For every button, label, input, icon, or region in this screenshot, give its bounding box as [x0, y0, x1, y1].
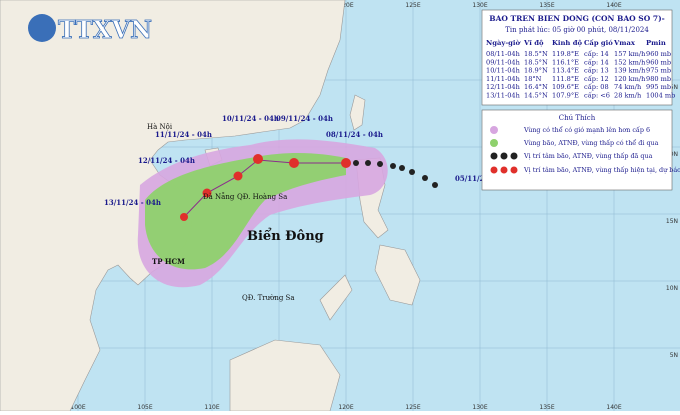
- lon-label: 135E: [539, 404, 554, 411]
- table-cell: 111.8°E: [552, 75, 579, 83]
- legend-item: Vị trí tâm bão, ATNĐ, vùng thấp đã qua: [523, 151, 653, 160]
- lat-label: 10N: [666, 285, 678, 292]
- table-cell: 09/11-04h: [486, 58, 521, 66]
- legend-title: Chú Thích: [559, 114, 596, 122]
- table-cell: 18.9°N: [524, 67, 548, 75]
- place: QĐ. Hoàng Sa: [237, 192, 287, 201]
- forecast-track: [183, 159, 346, 218]
- table-cell: 10/11-04h: [486, 67, 521, 75]
- lon-label: 100E: [70, 404, 85, 411]
- table-cell: 119.8°E: [552, 50, 579, 58]
- table-header: Vmax: [613, 39, 636, 47]
- legend-item: Vùng bão, ATNĐ, vùng thấp có thể đi qua: [523, 138, 659, 147]
- track-label: 11/11/24 - 04h: [155, 130, 212, 139]
- table-cell: 1004 mb: [646, 92, 675, 100]
- lon-label: 140E: [606, 404, 621, 411]
- table-header: Cấp gió: [584, 38, 613, 47]
- table-cell: 18°N: [524, 75, 542, 83]
- table-cell: cấp: 14: [584, 49, 609, 58]
- lon-label: 140E: [606, 2, 621, 9]
- table-cell: 980 mb: [646, 75, 671, 83]
- track-label: 13/11/24 - 04h: [104, 198, 161, 207]
- table-cell: cấp: <6: [584, 91, 610, 100]
- logo-text: TTXVN: [58, 15, 152, 44]
- past-track: [353, 160, 438, 188]
- table-cell: 109.6°E: [552, 83, 579, 91]
- table-cell: 11/11-04h: [486, 75, 521, 83]
- table-cell: 960 mb: [646, 58, 671, 66]
- lon-label: 105E: [137, 404, 152, 411]
- place: Đà Nẵng: [203, 192, 235, 201]
- track-label: 08/11/24 - 04h: [326, 130, 383, 139]
- table-header: Pmin: [646, 39, 666, 47]
- table-cell: 14.5°N: [524, 92, 548, 100]
- table-cell: cấp: 13: [584, 66, 609, 75]
- lon-label: 135E: [539, 2, 554, 9]
- lon-label: 130E: [472, 2, 487, 9]
- table-cell: cấp: 14: [584, 57, 609, 66]
- lon-label: 125E: [405, 404, 420, 411]
- info-issued: Tin phát lúc: 05 giờ 00 phút, 08/11/2024: [505, 26, 649, 34]
- lon-label: 120E: [338, 2, 353, 9]
- table-cell: 08/11-04h: [486, 50, 521, 58]
- table-cell: 12/11-04h: [486, 83, 521, 91]
- lat-label: 15N: [666, 218, 678, 225]
- legend-item: Vị trí tâm bão, ATNĐ, vùng thấp hiện tại…: [523, 165, 680, 174]
- table-cell: 74 km/h: [614, 83, 642, 91]
- lon-label: 110E: [204, 404, 219, 411]
- table-cell: 116.1°E: [552, 58, 579, 66]
- table-cell: 107.9°E: [552, 92, 579, 100]
- legend-item: Vùng có thể có gió mạnh lên hơn cấp 6: [523, 125, 650, 134]
- track-label: 09/11/24 - 04h: [276, 114, 333, 123]
- lon-label: 120E: [338, 404, 353, 411]
- table-cell: 152 km/h: [614, 58, 646, 66]
- lat-label: 5N: [670, 352, 678, 359]
- place: QĐ. Trường Sa: [242, 294, 295, 302]
- table-cell: 16.4°N: [524, 83, 548, 91]
- info-box: BAO TREN BIEN DONG (CON BAO SO 7)- Tin p…: [481, 9, 675, 106]
- table-cell: cấp: 12: [584, 74, 609, 83]
- table-cell: 960 mb: [646, 50, 671, 58]
- info-table: Ngày-giờ Vĩ độ Kinh độ Cấp gió Vmax Pmin 08/11…: [486, 38, 675, 100]
- logo: TTXVN: [28, 14, 152, 44]
- table-cell: 13/11-04h: [486, 92, 521, 100]
- sea-name: Biển Đông: [247, 228, 324, 244]
- table-cell: 18.5°N: [524, 58, 548, 66]
- track-label: 12/11/24 - 04h: [138, 156, 195, 165]
- table-header: Kinh độ: [552, 39, 582, 47]
- legend: Chú Thích Vùng có thể có gió mạnh lên hơ…: [481, 109, 680, 191]
- place: Hà Nội: [147, 122, 173, 131]
- table-cell: 18.5°N: [524, 50, 548, 58]
- table-cell: 139 km/h: [614, 67, 646, 75]
- track-label: 10/11/24 - 04h: [222, 114, 279, 123]
- table-cell: 28 km/h: [614, 92, 642, 100]
- table-cell: 995 mb: [646, 83, 671, 91]
- lon-label: 130E: [472, 404, 487, 411]
- table-header: Vĩ độ: [523, 39, 544, 47]
- forecast-track-points: [180, 154, 351, 221]
- table-cell: cấp: 08: [584, 82, 609, 91]
- places: Hà Nội Đà Nẵng TP HCM QĐ. Hoàng Sa QĐ. T…: [147, 122, 324, 302]
- info-title: BAO TREN BIEN DONG (CON BAO SO 7)-: [489, 14, 665, 23]
- table-cell: 120 km/h: [614, 75, 646, 83]
- table-cell: 113.4°E: [552, 67, 579, 75]
- place: TP HCM: [152, 257, 185, 266]
- lon-label: 125E: [405, 2, 420, 9]
- table-cell: 975 mb: [646, 67, 671, 75]
- table-header: Ngày-giờ: [486, 39, 521, 47]
- table-cell: 157 km/h: [614, 50, 646, 58]
- forecast-cone: [145, 153, 346, 270]
